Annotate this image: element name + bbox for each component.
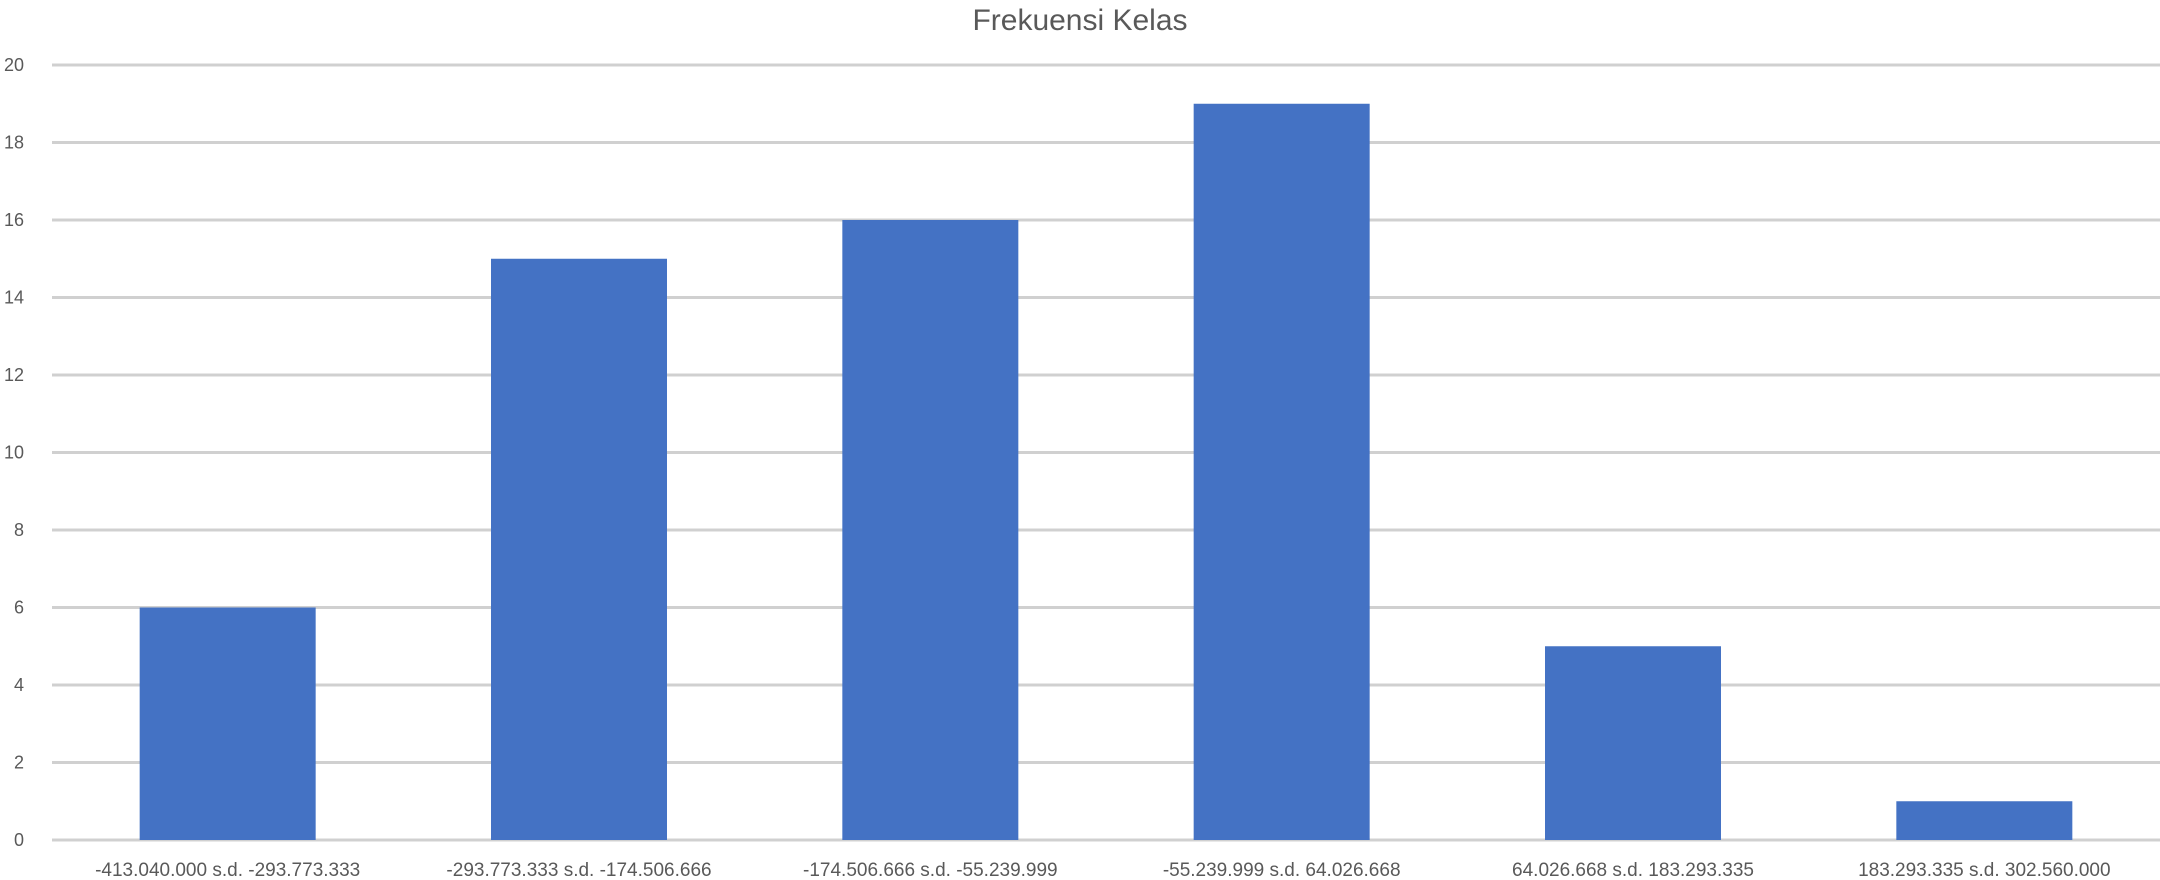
x-tick-label: -55.239.999 s.d. 64.026.668 bbox=[1163, 860, 1401, 880]
bar bbox=[491, 258, 667, 840]
y-tick-label: 6 bbox=[14, 598, 24, 618]
y-tick-label: 8 bbox=[14, 520, 24, 540]
x-axis-tick-labels: -413.040.000 s.d. -293.773.333 -293.773.3… bbox=[95, 860, 2111, 880]
y-tick-label: 0 bbox=[14, 830, 24, 850]
y-axis-tick-labels: 0 2 4 6 8 10 12 14 16 18 20 bbox=[4, 55, 24, 850]
gridlines bbox=[52, 63, 2160, 842]
bar bbox=[1545, 646, 1721, 840]
x-tick-label: -413.040.000 s.d. -293.773.333 bbox=[95, 860, 360, 880]
chart-title: Frekuensi Kelas bbox=[972, 4, 1187, 37]
x-tick-label: -293.773.333 s.d. -174.506.666 bbox=[446, 860, 711, 880]
y-tick-label: 20 bbox=[4, 55, 24, 75]
y-tick-label: 16 bbox=[4, 210, 24, 230]
y-tick-label: 2 bbox=[14, 753, 24, 773]
y-tick-label: 4 bbox=[14, 675, 24, 695]
x-tick-label: -174.506.666 s.d. -55.239.999 bbox=[803, 860, 1058, 880]
bar bbox=[139, 607, 316, 840]
y-tick-label: 10 bbox=[4, 443, 24, 463]
x-tick-label: 64.026.668 s.d. 183.293.335 bbox=[1512, 860, 1754, 880]
bar bbox=[1193, 103, 1370, 840]
bar bbox=[1896, 801, 2073, 840]
y-tick-label: 18 bbox=[4, 133, 24, 153]
y-tick-label: 12 bbox=[4, 365, 24, 385]
bar bbox=[842, 220, 1019, 840]
bars bbox=[139, 103, 2073, 840]
y-tick-label: 14 bbox=[4, 288, 24, 308]
x-tick-label: 183.293.335 s.d. 302.560.000 bbox=[1858, 860, 2111, 880]
